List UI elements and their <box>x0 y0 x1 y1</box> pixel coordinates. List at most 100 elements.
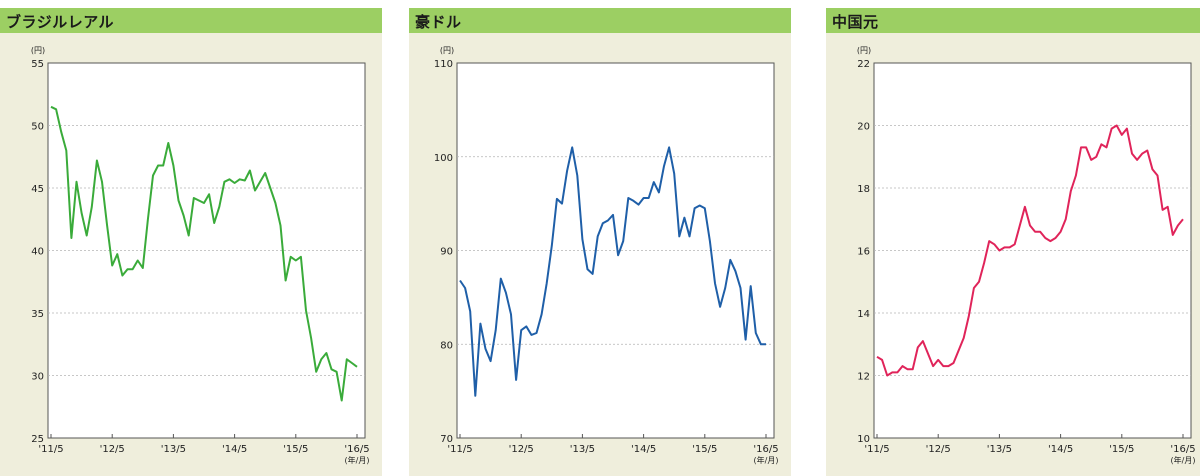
data-point <box>244 179 246 181</box>
x-tick-label: '11/5 <box>447 444 472 455</box>
data-point <box>116 253 118 255</box>
y-unit-label: (円) <box>857 46 871 55</box>
series-line <box>50 105 358 402</box>
data-point <box>137 259 139 261</box>
data-point <box>891 371 893 373</box>
panel-chinese-yuan: 中国元 10 12 14 16 18 20 22 (円) '11/5 '12/5 '13/5 '14/… <box>826 8 1200 476</box>
data-point <box>1121 134 1123 136</box>
data-point <box>1126 127 1128 129</box>
data-point <box>65 149 67 151</box>
x-tick-label: '12/5 <box>926 444 951 455</box>
data-point <box>927 352 929 354</box>
data-point <box>1008 246 1010 248</box>
data-point <box>947 365 949 367</box>
data-point <box>683 216 685 218</box>
y-tick-label: 20 <box>857 122 870 133</box>
data-point <box>1090 159 1092 161</box>
data-point <box>1085 146 1087 148</box>
data-point <box>724 287 726 289</box>
data-point <box>320 358 322 360</box>
data-point <box>576 174 578 176</box>
data-point <box>942 365 944 367</box>
x-tick-label: '11/5 <box>38 444 63 455</box>
data-point <box>1019 224 1021 226</box>
data-point <box>290 256 292 258</box>
data-point <box>96 159 98 161</box>
data-point <box>881 359 883 361</box>
data-point <box>739 287 741 289</box>
data-point <box>1070 190 1072 192</box>
data-point <box>760 343 762 345</box>
data-point <box>719 306 721 308</box>
series-line <box>876 124 1184 377</box>
data-point <box>983 262 985 264</box>
data-point <box>1044 237 1046 239</box>
chart-title: ブラジルレアル <box>6 13 115 31</box>
y-tick-label: 25 <box>31 434 44 445</box>
data-point <box>525 325 527 327</box>
x-unit-label: (年/月) <box>754 455 779 465</box>
data-point <box>131 268 133 270</box>
data-point <box>1110 127 1112 129</box>
data-point <box>632 200 634 202</box>
data-point <box>474 395 476 397</box>
data-point <box>963 337 965 339</box>
data-point <box>1003 246 1005 248</box>
data-point <box>203 202 205 204</box>
y-unit-label: (円) <box>440 46 454 55</box>
data-point <box>223 181 225 183</box>
data-point <box>688 235 690 237</box>
data-point <box>876 356 878 358</box>
data-point <box>510 313 512 315</box>
panel-brazilian-real: ブラジルレアル 25 30 35 40 45 50 55 (円) '11/5 '12/5 '13/5… <box>0 8 382 476</box>
data-point <box>968 315 970 317</box>
data-point <box>993 243 995 245</box>
data-point <box>612 214 614 216</box>
data-point <box>1029 224 1031 226</box>
data-point <box>505 291 507 293</box>
data-point <box>937 359 939 361</box>
x-tick-label: '16/5 <box>1170 444 1195 455</box>
data-point <box>1182 218 1184 220</box>
data-point <box>673 172 675 174</box>
data-point <box>896 371 898 373</box>
y-tick-label: 80 <box>440 340 453 351</box>
data-point <box>653 181 655 183</box>
x-tick-label: '11/5 <box>864 444 889 455</box>
data-point <box>106 224 108 226</box>
data-point <box>627 197 629 199</box>
data-point <box>500 277 502 279</box>
series-line <box>459 146 766 397</box>
data-point <box>152 174 154 176</box>
data-point <box>1059 231 1061 233</box>
data-point <box>91 206 93 208</box>
data-point <box>678 235 680 237</box>
data-point <box>1075 174 1077 176</box>
x-tick-label: '15/5 <box>283 444 308 455</box>
data-point <box>602 222 604 224</box>
y-tick-label: 12 <box>857 372 870 383</box>
data-point <box>325 352 327 354</box>
data-point <box>142 267 144 269</box>
data-point <box>1034 231 1036 233</box>
data-point <box>60 131 62 133</box>
y-tick-label: 70 <box>440 434 453 445</box>
data-point <box>167 142 169 144</box>
data-point <box>147 218 149 220</box>
data-point <box>1039 231 1041 233</box>
chart-australian-dollar: 70 80 90 100 110 (円) '11/5 '12/5 '13/5 '14/5 '15/5… <box>434 46 779 465</box>
data-point <box>571 146 573 148</box>
y-tick-label: 55 <box>31 59 44 70</box>
data-point <box>259 181 261 183</box>
data-point <box>1024 206 1026 208</box>
data-point <box>218 206 220 208</box>
data-point <box>1146 149 1148 151</box>
data-point <box>515 379 517 381</box>
data-point <box>188 234 190 236</box>
data-point <box>734 270 736 272</box>
x-tick-label: '16/5 <box>753 444 778 455</box>
data-point <box>356 366 358 368</box>
data-point <box>586 268 588 270</box>
data-point <box>1151 168 1153 170</box>
data-point <box>459 279 461 281</box>
